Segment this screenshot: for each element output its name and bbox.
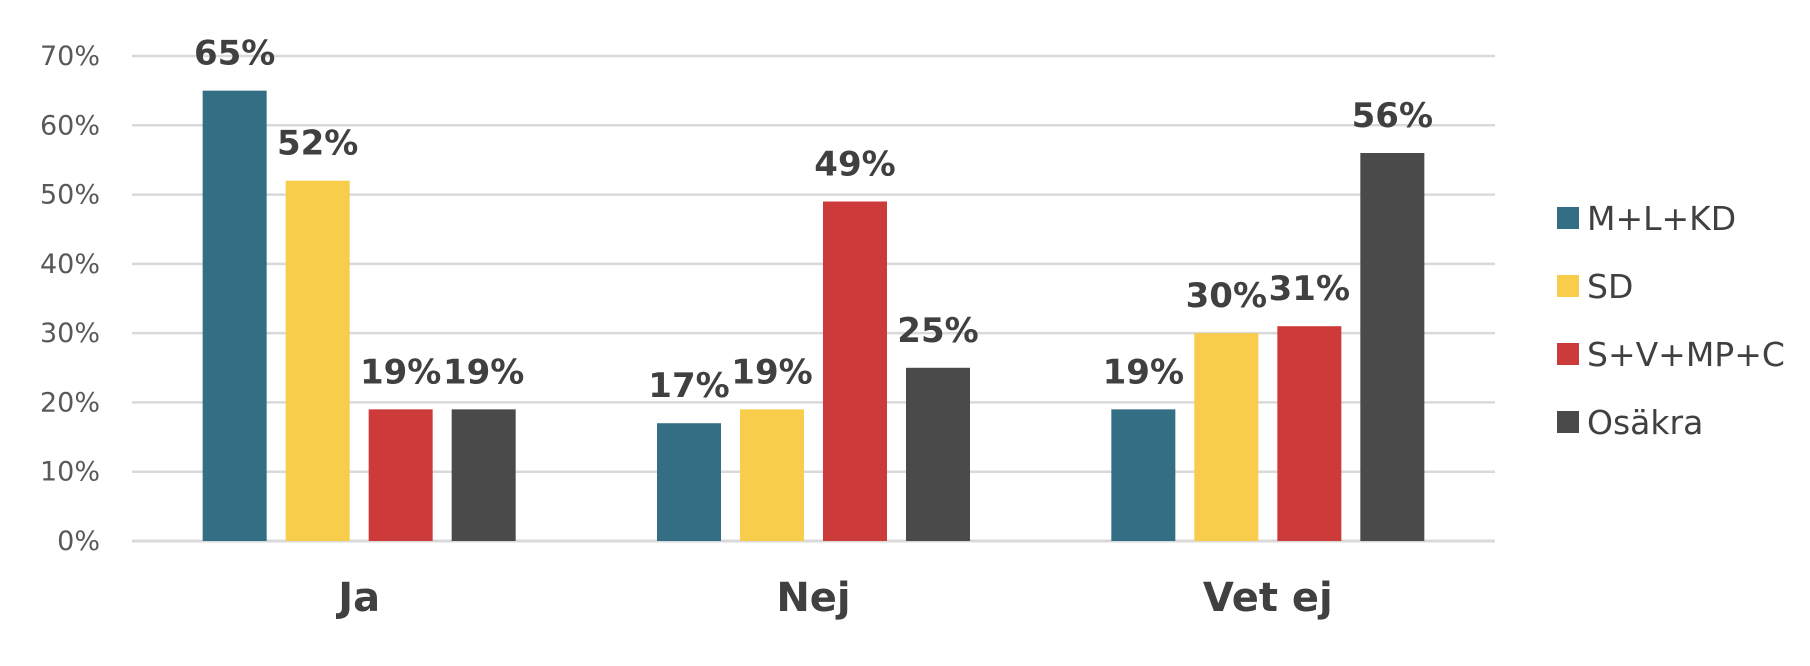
legend: M+L+KD SD S+V+MP+C Osäkra [1557,199,1785,442]
bar-vet-ej-3 [1360,153,1425,541]
y-tick-label-30: 30% [40,318,100,349]
y-axis-ticks: 0% 10% 20% 30% 40% 50% 60% 70% [40,41,100,557]
legend-label: Osäkra [1587,403,1703,442]
bar-vet-ej-0 [1111,409,1176,541]
bar-nej-1 [740,409,804,541]
data-label: 65% [194,34,275,74]
bar-ja-3 [451,409,516,541]
bar-vet-ej-1 [1194,333,1259,541]
y-tick-label-10: 10% [40,457,100,488]
data-labels: 65%52%19% 19% 17% 19%49%25%19%30% 31%56% [194,34,1433,407]
bar-ja-1 [285,180,350,541]
y-tick-label-20: 20% [40,387,100,418]
bar-nej-0 [657,423,721,541]
y-tick-label-40: 40% [40,249,100,280]
category-label-vet-ej: Vet ej [1203,575,1333,621]
bar-ja-0 [202,90,267,542]
data-label: 17% [648,366,729,406]
data-label: 19% [360,352,441,392]
legend-swatch [1557,207,1579,229]
bar-ja-2 [368,409,433,541]
category-labels: Ja Nej Vet ej [335,575,1333,621]
legend-swatch [1557,275,1579,297]
legend-label: S+V+MP+C [1587,335,1785,374]
data-label: 49% [814,145,895,185]
legend-label: SD [1587,267,1633,306]
bar-vet-ej-2 [1277,326,1342,541]
data-label: 19% [443,352,524,392]
category-label-ja: Ja [335,575,380,621]
data-label: 56% [1352,96,1433,136]
y-tick-label-0: 0% [57,526,100,557]
bars [202,90,1425,542]
gridlines [132,54,1495,543]
y-tick-label-70: 70% [40,41,100,72]
y-tick-label-50: 50% [40,180,100,211]
bar-nej-2 [823,201,887,541]
data-label: 31% [1269,269,1350,309]
legend-label: M+L+KD [1587,199,1736,238]
legend-swatch [1557,343,1579,365]
data-label: 19% [731,352,812,392]
category-label-nej: Nej [776,575,850,621]
data-label: 52% [277,124,358,164]
legend-swatch [1557,411,1579,433]
bar-nej-3 [906,367,970,541]
y-tick-label-60: 60% [40,110,100,141]
data-label: 30% [1186,276,1267,316]
data-label: 25% [897,311,978,351]
data-label: 19% [1103,352,1184,392]
